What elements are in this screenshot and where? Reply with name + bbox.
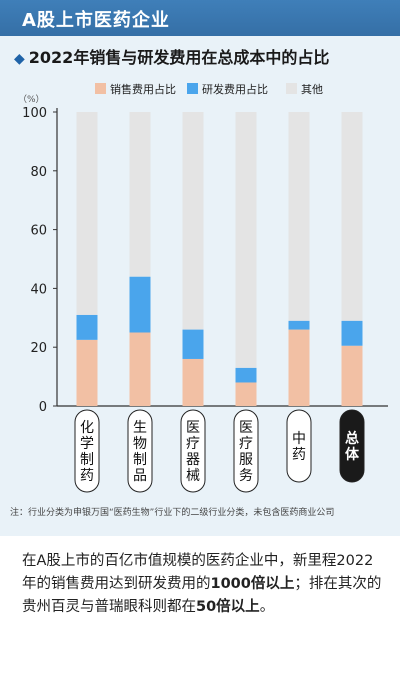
chart-subtitle: ◆ 2022年销售与研发费用在总成本中的占比 xyxy=(14,44,329,68)
bar-2-series-1 xyxy=(182,329,204,359)
y-tick-label-100: 100 xyxy=(22,106,47,121)
category-label-5-char-1: 体 xyxy=(345,446,360,463)
body-text-2: ；排在其次的贵州百灵与普瑞眼科则都在 xyxy=(22,576,382,615)
category-label-2-char-3: 械 xyxy=(186,468,200,484)
bar-0-series-0 xyxy=(76,339,98,406)
bar-1-series-1 xyxy=(129,276,151,333)
legend-label-2: 其他 xyxy=(301,83,323,96)
header-band: A股上市医药企业 xyxy=(0,0,400,36)
bar-4-series-1 xyxy=(288,320,310,330)
bar-1-series-2 xyxy=(129,112,151,277)
legend-label-1: 研发费用占比 xyxy=(202,82,268,96)
y-tick-label-80: 80 xyxy=(30,165,47,180)
category-pill-0 xyxy=(74,409,100,493)
category-pill-1 xyxy=(127,409,153,493)
legend-swatch-1 xyxy=(187,83,198,94)
body-paragraph: 在A股上市的百亿市值规模的医药企业中，新里程2022年的销售费用达到研发费用的1… xyxy=(22,550,382,619)
body-highlight-2: 50倍以上 xyxy=(196,599,260,615)
header-title: A股上市医药企业 xyxy=(22,10,170,31)
category-label-4-char-0: 中 xyxy=(292,431,306,447)
category-label-2-char-1: 疗 xyxy=(186,436,200,452)
bar-4-series-0 xyxy=(288,329,310,406)
bar-3-series-0 xyxy=(235,382,257,406)
category-label-2-char-2: 器 xyxy=(186,452,200,468)
legend-swatch-0 xyxy=(95,83,106,94)
legend-swatch-2 xyxy=(286,83,297,94)
bar-3-series-2 xyxy=(235,112,257,368)
category-label-2-char-0: 医 xyxy=(186,420,200,436)
category-pill-4 xyxy=(286,409,312,483)
category-label-3-char-0: 医 xyxy=(239,420,253,436)
bar-2-series-0 xyxy=(182,358,204,406)
y-unit-label: （%） xyxy=(18,94,45,105)
category-label-3-char-2: 服 xyxy=(239,452,253,468)
subtitle-text: 2022年销售与研发费用在总成本中的占比 xyxy=(28,48,330,67)
stacked-bar-chart: （%）销售费用占比 研发费用占比 其他020406080100化学制药生物制品医疗器… xyxy=(18,82,388,493)
bar-2-series-2 xyxy=(182,112,204,330)
category-label-3-char-3: 务 xyxy=(239,468,253,484)
category-label-5-char-0: 总 xyxy=(345,430,359,447)
category-label-0-char-0: 化 xyxy=(80,420,94,436)
category-pill-5 xyxy=(339,409,365,483)
category-label-0-char-1: 学 xyxy=(80,436,94,452)
category-label-4-char-1: 药 xyxy=(292,447,306,463)
bar-5-series-2 xyxy=(341,112,363,321)
category-label-1-char-1: 物 xyxy=(133,436,147,452)
category-pill-3 xyxy=(233,409,259,493)
category-pill-2 xyxy=(180,409,206,493)
y-tick-label-0: 0 xyxy=(39,400,47,415)
bar-3-series-1 xyxy=(235,367,257,383)
bar-4-series-2 xyxy=(288,112,310,321)
y-tick-label-20: 20 xyxy=(30,341,47,356)
category-label-1-char-0: 生 xyxy=(133,420,147,436)
bar-5-series-1 xyxy=(341,320,363,346)
legend-label-0: 销售费用占比 xyxy=(110,82,176,96)
category-label-0-char-3: 药 xyxy=(80,468,94,484)
category-label-1-char-3: 品 xyxy=(133,468,147,484)
category-label-1-char-2: 制 xyxy=(133,452,147,468)
body-highlight-1: 1000倍以上 xyxy=(210,576,295,592)
category-label-3-char-1: 疗 xyxy=(239,436,253,452)
category-label-0-char-2: 制 xyxy=(80,452,94,468)
footnote: 注：行业分类为申银万国“医药生物”行业下的二级行业分类，未包含医药商业公司 xyxy=(10,508,335,518)
body-text-3: 。 xyxy=(259,599,275,615)
y-tick-label-60: 60 xyxy=(30,224,47,239)
bar-0-series-1 xyxy=(76,314,98,340)
body-text-1: 在A股上市的百亿市值规模的医药企业中，新里程2022年的销售费用达到研发费用的 xyxy=(22,553,374,592)
diamond-icon: ◆ xyxy=(14,51,25,67)
bar-1-series-0 xyxy=(129,332,151,406)
bar-5-series-0 xyxy=(341,345,363,406)
bar-0-series-2 xyxy=(76,112,98,315)
y-tick-label-40: 40 xyxy=(30,282,47,297)
